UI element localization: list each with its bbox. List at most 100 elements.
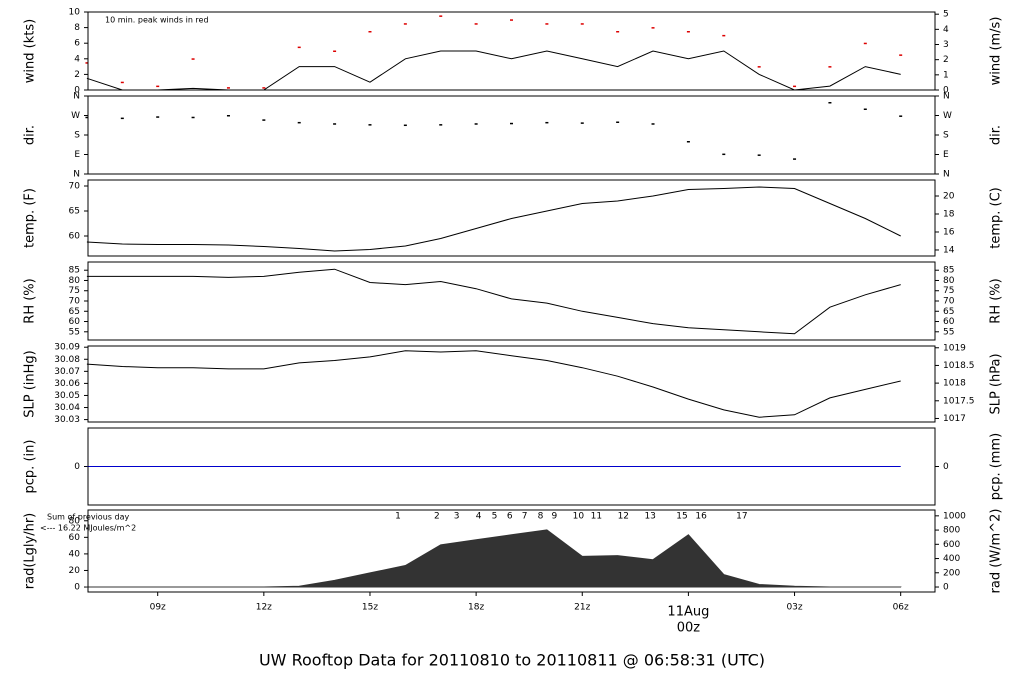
y2-tick-label: N [943, 170, 950, 180]
point [403, 23, 407, 25]
y-tick-label: 0 [74, 86, 80, 96]
x-tick-label: 12z [256, 603, 272, 613]
point [120, 117, 124, 120]
y-axis-label: pcp. (in) [23, 440, 38, 494]
point [120, 81, 124, 84]
x-tick-label: 03z [786, 603, 802, 613]
point [85, 116, 89, 119]
y2-axis-label: SLP (hPa) [989, 353, 1004, 414]
y-axis-label: SLP (inHg) [23, 350, 38, 418]
y2-tick-label: 5 [943, 10, 949, 20]
event-marker: 16 [695, 512, 707, 522]
y2-tick-label: 1 [943, 70, 949, 80]
area [85, 529, 902, 588]
y-axis-label: dir. [23, 125, 38, 145]
point [368, 124, 372, 126]
y-tick-label: 4 [74, 54, 80, 64]
panel-frame [87, 509, 936, 593]
y-tick-label: 30.03 [54, 415, 80, 425]
event-marker: 9 [551, 512, 557, 522]
point [85, 62, 89, 64]
x-tick-label: 18z [468, 603, 484, 613]
y2-tick-label: 1000 [943, 511, 966, 521]
event-marker: 1 [395, 512, 401, 522]
point [757, 154, 761, 156]
x-tick-label: 00z [677, 621, 701, 636]
y2-axis-label: wind (m/s) [989, 17, 1004, 86]
x-tick-label: 21z [574, 603, 590, 613]
panel-frame [87, 427, 936, 506]
y2-tick-label: 80 [943, 276, 955, 286]
y-tick-label: 30.05 [54, 391, 80, 401]
y-tick-label: 60 [69, 317, 81, 327]
annotation: Sum of previous day [47, 513, 129, 522]
y2-tick-label: 1019 [943, 343, 966, 353]
point [368, 31, 372, 33]
y2-tick-label: 20 [943, 192, 955, 202]
y-tick-label: 70 [69, 297, 81, 307]
y-axis-label: rad(Lgly/hr) [23, 513, 38, 589]
y2-axis-label: dir. [989, 125, 1004, 145]
y2-tick-label: 16 [943, 227, 955, 237]
y-tick-label: 0 [74, 462, 80, 472]
y2-tick-label: 600 [943, 540, 960, 550]
y-tick-label: S [74, 131, 80, 141]
point [510, 19, 513, 21]
y-axis-label: temp. (F) [23, 188, 38, 248]
point [474, 23, 478, 25]
y-tick-label: 30.07 [54, 367, 80, 377]
point [191, 58, 195, 60]
point [226, 115, 230, 117]
point [863, 42, 867, 45]
y2-tick-label: 0 [943, 86, 949, 96]
y-tick-label: 8 [74, 23, 80, 33]
event-marker: 12 [618, 512, 629, 522]
point [686, 31, 690, 33]
event-marker: 17 [736, 512, 747, 522]
y-tick-label: W [71, 111, 80, 121]
y2-tick-label: 60 [943, 317, 955, 327]
panel-frame [87, 345, 936, 423]
y-tick-label: 6 [74, 39, 80, 49]
point [156, 85, 160, 88]
point [722, 153, 726, 156]
y-tick-label: E [74, 150, 80, 160]
event-marker: 6 [507, 512, 513, 522]
point [333, 123, 337, 125]
point [580, 122, 584, 124]
y-tick-label: N [73, 92, 80, 102]
y-tick-label: 30.09 [54, 343, 80, 353]
y-tick-label: 10 [69, 8, 81, 18]
y2-axis-label: rad (W/m^2) [989, 509, 1004, 594]
point [899, 115, 903, 117]
chart-title: UW Rooftop Data for 20110810 to 20110811… [259, 651, 765, 670]
point [262, 87, 266, 89]
y2-tick-label: 0 [943, 583, 949, 593]
y2-axis-label: temp. (C) [989, 187, 1004, 249]
point [757, 66, 761, 68]
y-axis-label: RH (%) [23, 278, 38, 323]
y-tick-label: 80 [69, 276, 81, 286]
y-axis-label: wind (kts) [23, 19, 38, 83]
point [616, 31, 620, 33]
x-tick-label: 06z [893, 603, 909, 613]
y2-tick-label: 400 [943, 554, 960, 564]
point [793, 158, 797, 160]
y-tick-label: 65 [69, 307, 80, 317]
point [828, 102, 832, 104]
y2-tick-label: 65 [943, 307, 954, 317]
event-marker: 7 [522, 512, 528, 522]
y2-tick-label: 800 [943, 526, 960, 536]
line [86, 268, 901, 335]
y2-tick-label: 2 [943, 55, 949, 65]
point [191, 116, 195, 119]
point [403, 124, 407, 127]
point [651, 123, 655, 125]
y2-tick-label: 1017 [943, 414, 966, 424]
y-tick-label: 60 [69, 533, 81, 543]
event-marker: 4 [476, 512, 482, 522]
panel-frame [87, 95, 936, 175]
y-tick-label: 30.08 [54, 355, 80, 365]
